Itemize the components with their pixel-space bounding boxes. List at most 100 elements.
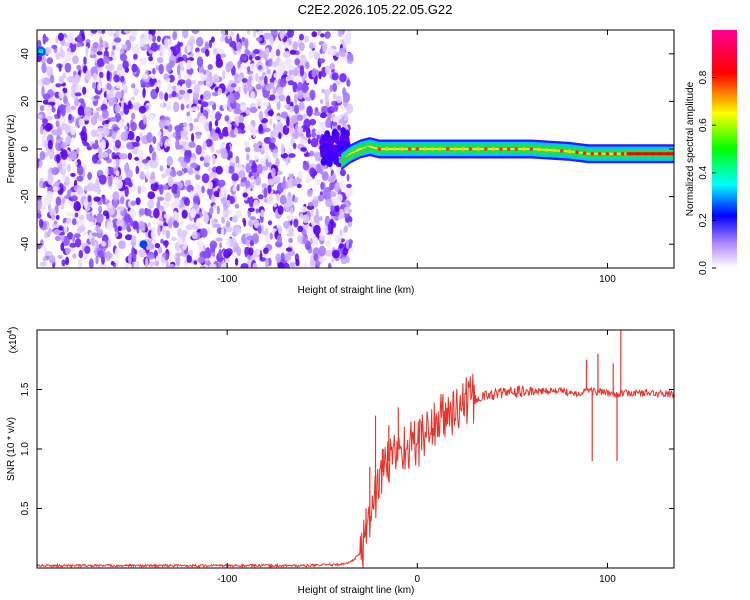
noise-blob [161, 173, 167, 179]
noise-blob [296, 183, 302, 189]
noise-blob [305, 78, 311, 84]
noise-blob [66, 76, 74, 82]
noise-blob [156, 35, 161, 43]
noise-blob [245, 163, 252, 173]
noise-blob [64, 176, 70, 187]
noise-blob [269, 94, 276, 101]
noise-blob [280, 143, 285, 155]
noise-blob [338, 47, 346, 58]
noise-blob [294, 58, 301, 66]
noise-blob [204, 247, 212, 259]
noise-blob [217, 179, 226, 187]
noise-blob [182, 30, 189, 39]
noise-blob [288, 153, 296, 158]
noise-blob [236, 41, 242, 52]
noise-blob [99, 263, 107, 268]
noise-blob [92, 42, 99, 49]
noise-blob [151, 74, 156, 80]
noise-blob [295, 258, 300, 267]
noise-blob [190, 80, 196, 85]
noise-blob [253, 143, 260, 149]
noise-blob [176, 252, 183, 257]
noise-blob [270, 48, 275, 59]
noise-blob [65, 256, 70, 266]
noise-blob [191, 231, 198, 240]
noise-blob [275, 253, 282, 263]
noise-blob [222, 104, 229, 110]
noise-blob [177, 227, 183, 238]
noise-blob [56, 139, 62, 144]
noise-blob [322, 42, 328, 53]
noise-blob [273, 201, 277, 208]
spectrogram-xtick-label: -100 [217, 274, 237, 285]
noise-blob [193, 184, 202, 194]
noise-blob [256, 250, 261, 256]
noise-blob [284, 252, 291, 262]
noise-blob [331, 130, 338, 139]
noise-blob [60, 123, 69, 129]
noise-blob [325, 249, 333, 257]
noise-blob [164, 130, 168, 137]
noise-blob [42, 93, 51, 100]
noise-blob [98, 132, 103, 141]
noise-blob [37, 114, 43, 119]
noise-blob [84, 245, 91, 254]
noise-blob [87, 171, 92, 181]
noise-blob [60, 235, 65, 242]
noise-blob [162, 252, 167, 258]
noise-blob [159, 51, 163, 57]
noise-blob [108, 97, 115, 107]
noise-blob [203, 90, 212, 100]
noise-blob [250, 254, 256, 261]
track-dot [499, 147, 503, 151]
noise-blob [159, 165, 164, 172]
noise-blob [122, 83, 126, 90]
noise-blob [123, 125, 128, 131]
noise-blob [200, 228, 208, 238]
noise-blob [77, 258, 83, 268]
noise-blob [106, 83, 112, 91]
noise-blob [165, 261, 169, 268]
noise-blob [65, 217, 72, 224]
noise-blob [60, 149, 68, 160]
noise-blob [156, 220, 164, 226]
noise-blob [261, 165, 269, 171]
noise-blob [288, 237, 293, 244]
noise-blob [260, 209, 265, 218]
noise-blob [287, 30, 294, 38]
noise-blob [207, 64, 213, 70]
noise-blob [254, 56, 261, 61]
noise-blob [114, 179, 123, 190]
noise-blob [186, 115, 193, 123]
noise-blob [94, 139, 99, 145]
noise-blob [218, 249, 223, 259]
noise-blob [186, 63, 192, 68]
noise-blob [151, 151, 157, 163]
noise-blob [309, 54, 313, 59]
noise-blob [295, 78, 301, 84]
noise-blob [71, 218, 77, 226]
noise-blob [48, 227, 52, 234]
noise-blob [115, 158, 120, 169]
noise-blob [76, 220, 80, 226]
noise-blob [318, 257, 327, 263]
noise-blob [300, 206, 308, 213]
noise-blob [74, 92, 82, 97]
noise-blob [93, 129, 99, 137]
noise-blob [287, 214, 294, 220]
noise-blob [96, 127, 105, 133]
colorbar: 0.0 0.2 0.4 0.6 0.8 Normalized spectral ampl… [685, 30, 737, 275]
noise-blob [286, 95, 291, 105]
noise-blob [313, 253, 318, 262]
noise-blob [344, 33, 352, 44]
noise-blob [290, 206, 294, 215]
noise-blob [252, 237, 259, 244]
noise-blob [107, 175, 113, 187]
noise-blob [185, 179, 192, 187]
noise-blob [319, 216, 323, 221]
noise-blob [257, 194, 264, 200]
noise-blob [232, 91, 241, 101]
noise-blob [302, 236, 308, 245]
noise-blob [115, 91, 123, 100]
noise-blob [55, 100, 62, 106]
